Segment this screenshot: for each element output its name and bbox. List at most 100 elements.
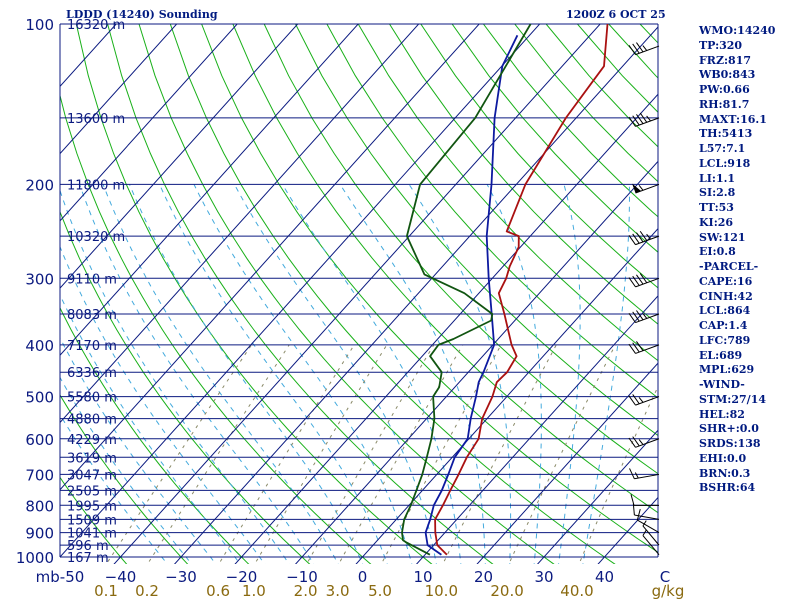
index-item: PW:0.66 <box>699 83 750 96</box>
dry-adiabat <box>451 24 658 253</box>
barb-flag <box>632 436 640 447</box>
parcel-lapse-line <box>424 34 519 556</box>
isotherm <box>294 160 658 564</box>
moist-adiabat <box>408 184 512 564</box>
mixing-ratio-line <box>508 344 616 564</box>
barb-staff <box>642 525 660 546</box>
indices-panel: WMO:14240 TP:320 FRZ:817 WB0:843 PW:0.66 RH:8… <box>699 24 799 496</box>
index-item: -WIND- <box>699 378 745 391</box>
barb-half-flag <box>646 115 651 122</box>
temperature-tick-label: −20 <box>226 568 258 586</box>
temperature-tick-label: mb-50 <box>36 568 85 586</box>
dry-adiabat <box>420 24 658 289</box>
wind-barb <box>628 436 660 448</box>
barb-flag <box>628 395 636 406</box>
pressure-tick-label: 500 <box>25 389 54 407</box>
barb-staff <box>634 514 660 520</box>
height-label: 7170 m <box>67 339 117 354</box>
index-item: STM:27/14 <box>699 392 766 406</box>
barb-flag <box>628 116 636 127</box>
isotherm <box>60 24 178 155</box>
temperature-tick-label: 10 <box>413 568 432 586</box>
pressure-tick-label: 600 <box>25 431 54 449</box>
dry-adiabat <box>138 24 555 564</box>
index-item: WMO:14240 <box>699 24 776 37</box>
index-item: LFC:789 <box>699 333 751 347</box>
temperature-tick-label: 20 <box>474 568 493 586</box>
height-label: 9110 m <box>67 272 117 287</box>
height-label: 10320 m <box>67 230 125 245</box>
barb-flag <box>628 437 636 448</box>
wind-barb <box>628 273 660 288</box>
barb-flag <box>628 45 636 55</box>
index-item: TP:320 <box>699 38 743 52</box>
barb-flag <box>636 114 644 124</box>
temperature-tick-label: 30 <box>534 568 553 586</box>
pressure-tick-label: 1000 <box>16 549 54 567</box>
pressure-tick-label: 200 <box>25 176 54 194</box>
pressure-tick-label: 800 <box>25 497 54 515</box>
barb-half-flag <box>638 439 644 445</box>
moist-adiabat <box>193 184 413 564</box>
mixing-ratio-label: 20.0 <box>490 582 523 600</box>
mixing-ratio-labels: 0.1 0.2 0.6 1.0 2.0 3.0 5.0 10.0 20.0 40.0 g/kg <box>94 582 684 600</box>
height-label: 3047 m <box>67 468 117 483</box>
moist-adiabat <box>60 245 266 564</box>
mixing-ratio-label: 0.2 <box>135 582 159 600</box>
wind-barbs <box>628 42 660 555</box>
barb-flag <box>632 503 635 516</box>
isotherm <box>113 24 601 564</box>
pressure-tick-label: 900 <box>25 525 54 543</box>
temperature-tick-label: −30 <box>165 568 197 586</box>
dry-adiabat <box>60 306 250 564</box>
barb-half-flag <box>642 520 647 527</box>
barb-flag <box>630 494 635 506</box>
wind-barb <box>636 508 660 534</box>
barb-flag <box>636 508 641 521</box>
barb-flag <box>632 394 640 405</box>
moist-adiabat <box>60 336 217 564</box>
barb-flag <box>628 312 636 323</box>
mixing-ratio-label: g/kg <box>652 582 685 600</box>
index-item: LCL:864 <box>699 304 751 318</box>
index-item: SRDS:138 <box>699 437 761 450</box>
isobars <box>59 23 659 558</box>
isotherm <box>476 362 658 564</box>
wind-barb <box>628 341 660 354</box>
pressure-tick-label: 100 <box>25 16 54 34</box>
isotherm <box>536 429 658 564</box>
dewpoint-line <box>401 24 532 556</box>
pressure-tick-label: 700 <box>25 466 54 484</box>
profiles <box>401 24 609 556</box>
barb-half-flag <box>634 472 639 479</box>
mixing-ratio-line <box>380 344 502 564</box>
barb-flag <box>636 274 644 285</box>
index-item: -PARCEL- <box>699 260 759 273</box>
isotherm <box>0 12 66 568</box>
barb-staff <box>642 535 660 555</box>
barb-staff <box>635 117 660 127</box>
pressure-tick-label: 300 <box>25 270 54 288</box>
wind-barb <box>642 529 660 555</box>
dry-adiabat <box>357 24 658 362</box>
dry-adiabat <box>60 476 128 564</box>
barb-staff <box>634 473 660 480</box>
moist-adiabat <box>102 184 339 564</box>
barb-staff <box>635 313 660 324</box>
isotherm <box>60 24 238 222</box>
wind-barb <box>628 230 660 246</box>
barb-flag <box>639 230 648 241</box>
barb-flag <box>628 343 636 354</box>
moist-adiabat <box>339 184 486 564</box>
temperature-tick-label: 40 <box>595 568 614 586</box>
dry-adiabat <box>389 24 658 325</box>
wind-barb <box>628 394 660 406</box>
isotherm <box>0 12 6 568</box>
index-item: CAP:1.4 <box>699 319 748 332</box>
index-item: LI:1.1 <box>699 171 736 185</box>
wind-barb <box>629 468 660 480</box>
pressure-labels: 100 200 300 400 500 600 700 800 900 1000 <box>16 16 54 567</box>
barb-flag <box>632 342 640 353</box>
isotherm <box>234 93 658 564</box>
dry-adiabat <box>60 394 189 564</box>
